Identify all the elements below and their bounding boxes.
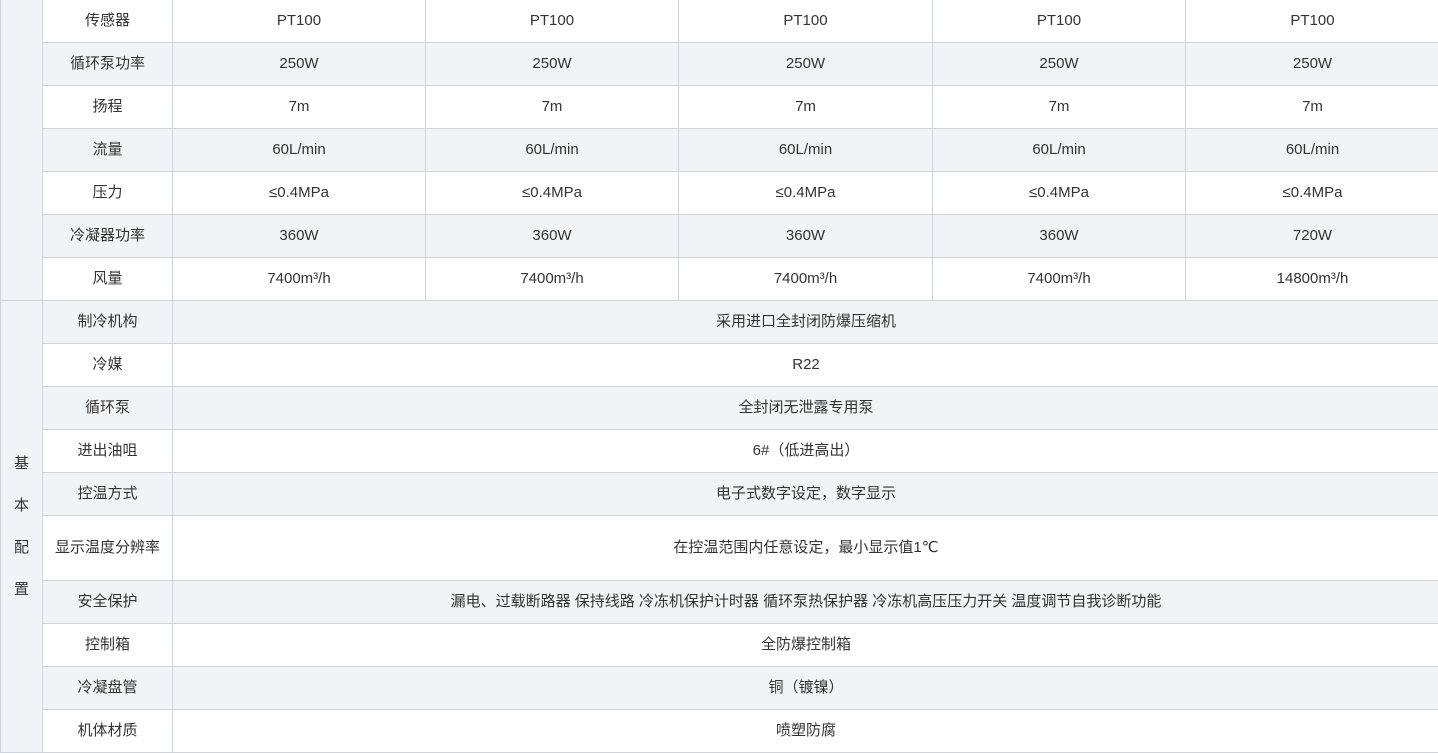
row-label: 压力 — [43, 172, 173, 215]
basic-row: 冷凝盘管铜（镀镍） — [1, 667, 1438, 710]
row-value: 在控温范围内任意设定，最小显示值1℃ — [173, 516, 1438, 581]
row-value: 喷塑防腐 — [173, 710, 1438, 753]
spec-value: 360W — [173, 215, 426, 258]
row-label: 进出油咀 — [43, 430, 173, 473]
row-label: 机体材质 — [43, 710, 173, 753]
spec-value: ≤0.4MPa — [1186, 172, 1438, 215]
spec-value: 360W — [933, 215, 1186, 258]
group-label-char: 配 — [5, 527, 38, 569]
row-value: 全封闭无泄露专用泵 — [173, 387, 1438, 430]
group-label-char: 置 — [5, 569, 38, 611]
basic-row: 基本配置制冷机构采用进口全封闭防爆压缩机 — [1, 301, 1438, 344]
basic-row: 控制箱全防爆控制箱 — [1, 624, 1438, 667]
row-label: 风量 — [43, 258, 173, 301]
spec-value: 7400m³/h — [679, 258, 933, 301]
spec-value: 14800m³/h — [1186, 258, 1438, 301]
row-label: 流量 — [43, 129, 173, 172]
spec-value: ≤0.4MPa — [426, 172, 679, 215]
row-value: 采用进口全封闭防爆压缩机 — [173, 301, 1438, 344]
spec-value: 7m — [173, 86, 426, 129]
row-label: 显示温度分辨率 — [43, 516, 173, 581]
spec-value: 250W — [173, 43, 426, 86]
spec-value: ≤0.4MPa — [679, 172, 933, 215]
spec-value: 720W — [1186, 215, 1438, 258]
basic-row: 控温方式电子式数字设定，数字显示 — [1, 473, 1438, 516]
row-value: 电子式数字设定，数字显示 — [173, 473, 1438, 516]
spec-value: 7400m³/h — [933, 258, 1186, 301]
spec-value: 7m — [426, 86, 679, 129]
spec-value: 360W — [426, 215, 679, 258]
spec-value: 60L/min — [1186, 129, 1438, 172]
row-label: 冷凝器功率 — [43, 215, 173, 258]
row-value: 全防爆控制箱 — [173, 624, 1438, 667]
spec-value: 7400m³/h — [173, 258, 426, 301]
group-label-char: 基 — [5, 443, 38, 485]
row-label: 冷媒 — [43, 344, 173, 387]
row-value: 漏电、过载断路器 保持线路 冷冻机保护计时器 循环泵热保护器 冷冻机高压压力开关… — [173, 581, 1438, 624]
spec-value: 60L/min — [933, 129, 1186, 172]
group-label-char: 本 — [5, 485, 38, 527]
spec-value: 250W — [933, 43, 1186, 86]
row-label: 传感器 — [43, 0, 173, 43]
spec-value: 360W — [679, 215, 933, 258]
spec-value: 60L/min — [173, 129, 426, 172]
row-label: 制冷机构 — [43, 301, 173, 344]
spec-value: 60L/min — [679, 129, 933, 172]
row-value: R22 — [173, 344, 1438, 387]
group-cell-basic: 基本配置 — [1, 301, 43, 753]
row-value: 铜（镀镍） — [173, 667, 1438, 710]
row-label: 冷凝盘管 — [43, 667, 173, 710]
spec-value: PT100 — [426, 0, 679, 43]
group-cell-top — [1, 0, 43, 301]
spec-value: 7400m³/h — [426, 258, 679, 301]
spec-value: ≤0.4MPa — [933, 172, 1186, 215]
row-label: 安全保护 — [43, 581, 173, 624]
spec-value: PT100 — [173, 0, 426, 43]
basic-row: 显示温度分辨率在控温范围内任意设定，最小显示值1℃ — [1, 516, 1438, 581]
spec-value: 7m — [933, 86, 1186, 129]
spec-value: 250W — [679, 43, 933, 86]
spec-value: ≤0.4MPa — [173, 172, 426, 215]
row-label: 循环泵功率 — [43, 43, 173, 86]
spec-row: 压力≤0.4MPa≤0.4MPa≤0.4MPa≤0.4MPa≤0.4MPa — [1, 172, 1438, 215]
basic-row: 循环泵全封闭无泄露专用泵 — [1, 387, 1438, 430]
spec-value: 60L/min — [426, 129, 679, 172]
row-value: 6#（低进高出） — [173, 430, 1438, 473]
row-label: 控制箱 — [43, 624, 173, 667]
basic-row: 安全保护漏电、过载断路器 保持线路 冷冻机保护计时器 循环泵热保护器 冷冻机高压… — [1, 581, 1438, 624]
spec-value: PT100 — [679, 0, 933, 43]
basic-row: 机体材质喷塑防腐 — [1, 710, 1438, 753]
row-label: 扬程 — [43, 86, 173, 129]
row-label: 循环泵 — [43, 387, 173, 430]
spec-value: 7m — [679, 86, 933, 129]
spec-value: 250W — [426, 43, 679, 86]
spec-value: 250W — [1186, 43, 1438, 86]
spec-value: PT100 — [1186, 0, 1438, 43]
row-label: 控温方式 — [43, 473, 173, 516]
spec-value: 7m — [1186, 86, 1438, 129]
spec-value: PT100 — [933, 0, 1186, 43]
